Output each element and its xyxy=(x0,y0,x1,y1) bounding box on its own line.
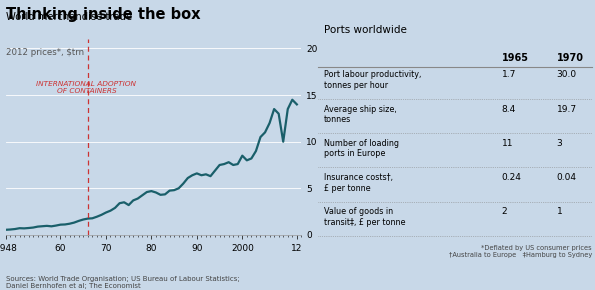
Text: Sources: World Trade Organisation; US Bureau of Labour Statistics;
Daniel Bernho: Sources: World Trade Organisation; US Bu… xyxy=(6,276,240,289)
Text: 1.7: 1.7 xyxy=(502,70,516,79)
Text: 1965: 1965 xyxy=(502,53,529,63)
Text: Average ship size,
tonnes: Average ship size, tonnes xyxy=(324,105,397,124)
Text: Value of goods in
transit‡, £ per tonne: Value of goods in transit‡, £ per tonne xyxy=(324,208,405,227)
Text: 2012 prices*, $trn: 2012 prices*, $trn xyxy=(6,48,84,57)
Text: 19.7: 19.7 xyxy=(556,105,577,114)
Text: *Deflated by US consumer prices
†Australia to Europe   ‡Hamburg to Sydney: *Deflated by US consumer prices †Austral… xyxy=(449,245,592,258)
Text: World merchandise trade: World merchandise trade xyxy=(6,12,132,22)
Text: 3: 3 xyxy=(556,139,562,148)
Text: 0.24: 0.24 xyxy=(502,173,522,182)
Text: 11: 11 xyxy=(502,139,513,148)
Text: Port labour productivity,
tonnes per hour: Port labour productivity, tonnes per hou… xyxy=(324,70,421,90)
Text: INTERNATIONAL ADOPTION
OF CONTAINERS: INTERNATIONAL ADOPTION OF CONTAINERS xyxy=(36,81,136,94)
Text: 2: 2 xyxy=(502,208,508,217)
Text: 30.0: 30.0 xyxy=(556,70,577,79)
Text: 1: 1 xyxy=(556,208,562,217)
Text: 1970: 1970 xyxy=(556,53,584,63)
Text: Ports worldwide: Ports worldwide xyxy=(324,25,407,35)
Text: Thinking inside the box: Thinking inside the box xyxy=(6,7,201,22)
Text: Insurance costs†,
£ per tonne: Insurance costs†, £ per tonne xyxy=(324,173,393,193)
Text: 0.04: 0.04 xyxy=(556,173,577,182)
Text: Number of loading
ports in Europe: Number of loading ports in Europe xyxy=(324,139,399,158)
Text: 8.4: 8.4 xyxy=(502,105,516,114)
